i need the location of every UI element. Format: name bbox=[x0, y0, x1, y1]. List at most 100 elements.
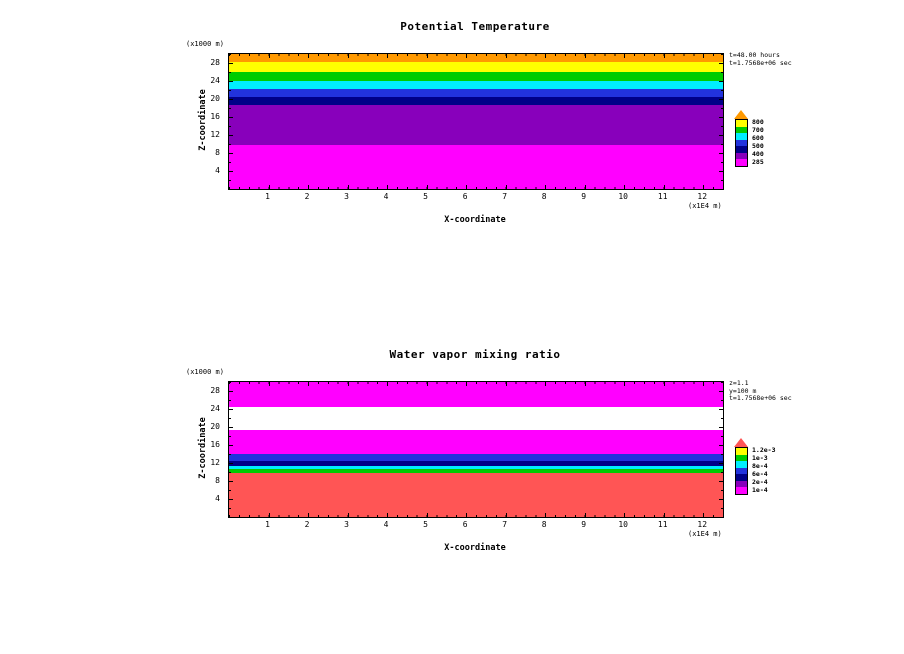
y-tick-labels: 28 24 20 16 12 8 4 bbox=[198, 381, 224, 516]
colorbar-segment bbox=[736, 480, 747, 487]
x-tick-label: 3 bbox=[344, 520, 349, 529]
x-tick-label: 9 bbox=[581, 520, 587, 529]
colorbar-segments bbox=[735, 447, 748, 495]
axis-tick bbox=[505, 185, 507, 189]
axis-tick bbox=[663, 54, 665, 58]
y-tick-label: 28 bbox=[210, 57, 220, 67]
x-tick-labels: 1 2 3 4 5 6 7 8 9 10 11 12 bbox=[228, 520, 722, 530]
colorbar-segments bbox=[735, 119, 748, 167]
minor-ticks-right bbox=[721, 54, 723, 189]
contour-band bbox=[229, 89, 723, 98]
contour-band bbox=[229, 461, 723, 467]
axis-tick bbox=[545, 185, 547, 189]
axis-tick bbox=[584, 54, 586, 58]
y-tick-label: 4 bbox=[215, 165, 220, 175]
y-tick-label: 16 bbox=[210, 112, 220, 121]
axis-tick bbox=[719, 99, 723, 100]
axis-tick bbox=[268, 382, 270, 386]
colorbar-labels: 1.2e-3 1e-3 8e-4 6e-4 2e-4 1e-4 bbox=[752, 447, 775, 494]
colorbar-arrow bbox=[734, 110, 748, 119]
contour-band bbox=[229, 144, 723, 189]
x-tick-label: 12 bbox=[697, 520, 708, 529]
axis-tick bbox=[268, 54, 270, 58]
axis-tick bbox=[719, 117, 723, 118]
axis-tick bbox=[347, 382, 349, 386]
axis-tick bbox=[229, 391, 233, 392]
contour-band bbox=[229, 62, 723, 72]
colorbar-label: 500 bbox=[752, 142, 764, 151]
colorbar-label: 600 bbox=[752, 134, 764, 143]
chart-title: Potential Temperature bbox=[400, 20, 550, 33]
axis-tick bbox=[719, 81, 723, 82]
minor-ticks-top bbox=[229, 54, 723, 56]
axis-tick bbox=[229, 81, 233, 82]
x-tick-label: 10 bbox=[618, 192, 628, 201]
x-tick-label: 5 bbox=[423, 520, 428, 529]
axis-tick bbox=[719, 171, 723, 172]
y-tick-label: 28 bbox=[210, 385, 220, 395]
axis-tick bbox=[426, 54, 428, 58]
axis-tick bbox=[466, 513, 468, 517]
x-tick-label: 11 bbox=[657, 192, 668, 201]
y-tick-label: 20 bbox=[210, 421, 220, 431]
y-tick-label: 16 bbox=[210, 440, 220, 449]
plot-area bbox=[228, 381, 724, 518]
x-tick-label: 2 bbox=[304, 192, 310, 201]
axis-tick bbox=[387, 382, 389, 386]
colorbar-segment bbox=[736, 487, 747, 494]
axis-tick bbox=[229, 171, 233, 172]
axis-tick bbox=[347, 513, 349, 517]
axis-tick bbox=[624, 185, 626, 189]
chart-title: Water vapor mixing ratio bbox=[389, 348, 561, 361]
annotation-line: z=1.1 bbox=[729, 379, 749, 387]
y-axis-unit-label: (x1000 m) bbox=[186, 40, 224, 48]
x-tick-label: 12 bbox=[697, 192, 708, 201]
x-axis-unit-label: (x1E4 m) bbox=[688, 202, 722, 210]
axis-tick bbox=[229, 499, 233, 500]
y-tick-label: 24 bbox=[210, 404, 220, 413]
annotation-line: t=1.7568e+06 sec bbox=[729, 58, 792, 67]
minor-ticks-bottom bbox=[229, 515, 723, 517]
axis-tick bbox=[663, 185, 665, 189]
axis-tick bbox=[268, 513, 270, 517]
colorbar-segment bbox=[736, 461, 747, 468]
axis-tick bbox=[663, 513, 665, 517]
x-tick-labels: 1 2 3 4 5 6 7 8 9 10 11 12 bbox=[228, 192, 722, 202]
axis-tick bbox=[229, 481, 233, 482]
axis-tick bbox=[719, 481, 723, 482]
colorbar-segment bbox=[736, 152, 747, 159]
x-tick-label: 8 bbox=[541, 192, 547, 201]
colorbar-arrow bbox=[734, 438, 748, 447]
axis-tick bbox=[466, 382, 468, 386]
contour-band bbox=[229, 97, 723, 105]
axis-tick bbox=[624, 513, 626, 517]
axis-tick bbox=[545, 513, 547, 517]
axis-tick bbox=[703, 54, 705, 58]
colorbar-segment bbox=[736, 159, 747, 166]
x-tick-label: 4 bbox=[383, 192, 389, 201]
y-tick-labels: 28 24 20 16 12 8 4 bbox=[198, 53, 224, 188]
x-tick-label: 11 bbox=[657, 520, 668, 529]
axis-tick bbox=[426, 382, 428, 386]
axis-tick bbox=[703, 513, 705, 517]
colorbar-label: 1e-3 bbox=[752, 454, 768, 463]
annotation-block: t=48.00 hours t=1.7568e+06 sec bbox=[729, 51, 792, 67]
x-axis-label: X-coordinate bbox=[444, 543, 506, 553]
axis-tick bbox=[308, 54, 310, 58]
x-tick-label: 6 bbox=[462, 520, 468, 529]
axis-tick bbox=[229, 153, 233, 154]
axis-tick bbox=[719, 463, 723, 464]
contour-band bbox=[229, 430, 723, 454]
colorbar-label: 700 bbox=[752, 126, 764, 135]
axis-tick bbox=[719, 499, 723, 500]
axis-tick bbox=[308, 513, 310, 517]
contour-band bbox=[229, 382, 723, 408]
axis-tick bbox=[624, 382, 626, 386]
x-tick-label: 5 bbox=[423, 192, 428, 201]
colorbar-segment bbox=[736, 120, 747, 127]
minor-ticks-top bbox=[229, 382, 723, 384]
axis-tick bbox=[719, 135, 723, 136]
axis-tick bbox=[229, 135, 233, 136]
contour-band bbox=[229, 72, 723, 81]
